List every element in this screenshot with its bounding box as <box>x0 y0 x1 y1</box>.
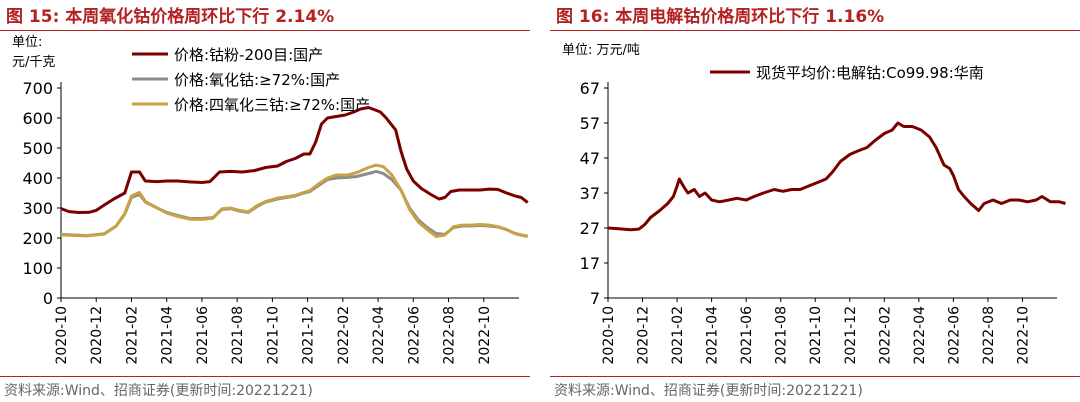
legend-label: 价格:氧化钴:≥72%:国产 <box>174 71 340 89</box>
y-tick-label: 7 <box>590 289 600 308</box>
figure-16-source: 资料来源:Wind、招商证券(更新时间:20221221) <box>554 383 863 399</box>
unit-label: 单位: <box>12 35 42 50</box>
x-tick-label: 2021-02 <box>124 306 140 365</box>
x-tick-label: 2022-10 <box>1015 306 1031 365</box>
series-line-1 <box>60 106 529 214</box>
y-tick-label: 37 <box>580 184 600 203</box>
x-tick-label: 2022-04 <box>371 306 387 365</box>
x-tick-label: 2020-10 <box>601 306 617 365</box>
legend-label: 现货平均价:电解钴:Co99.98:华南 <box>756 64 984 82</box>
y-tick-label: 200 <box>22 229 53 248</box>
y-tick-label: 500 <box>22 139 53 158</box>
x-tick-label: 2020-12 <box>89 306 105 365</box>
unit-label: 元/千克 <box>12 55 55 70</box>
x-tick-label: 2021-06 <box>195 306 211 365</box>
x-tick-label: 2021-04 <box>705 306 721 365</box>
y-tick-label: 57 <box>580 114 600 133</box>
x-tick-label: 2022-04 <box>912 306 928 365</box>
title-rule <box>0 30 530 31</box>
figure-16-panel: 图 16: 本周电解钴价格周环比下行 1.16% 单位: 万元/吨 7 17 27 37… <box>550 0 1080 402</box>
x-tick-label: 2020-12 <box>636 306 652 365</box>
y-tick-label: 600 <box>22 109 53 128</box>
y-tick-label: 67 <box>580 79 600 98</box>
x-tick-label: 2021-08 <box>774 306 790 365</box>
legend-label: 价格:钴粉-200目:国产 <box>174 46 323 64</box>
x-tick-label: 2022-06 <box>946 306 962 365</box>
y-tick-label: 100 <box>22 259 53 278</box>
x-tick-label: 2021-10 <box>265 306 281 365</box>
figure-15-panel: 图 15: 本周氧化钴价格周环比下行 2.14% 单位: 元/千克 0 100 200 3… <box>0 0 530 402</box>
x-tick-label: 2022-06 <box>406 306 422 365</box>
x-tick-label: 2021-12 <box>301 306 317 365</box>
title-rule <box>550 30 1080 31</box>
y-tick-label: 27 <box>580 219 600 238</box>
x-tick-label: 2022-10 <box>477 306 493 365</box>
source-rule <box>550 376 1080 377</box>
y-tick-label: 700 <box>22 79 53 98</box>
x-tick-label: 2021-06 <box>739 306 755 365</box>
x-tick-label: 2021-12 <box>843 306 859 365</box>
x-tick-label: 2022-02 <box>877 306 893 365</box>
figure-15-title: 图 15: 本周氧化钴价格周环比下行 2.14% <box>6 7 335 27</box>
x-tick-label: 2022-08 <box>442 306 458 365</box>
y-tick-label: 400 <box>22 169 53 188</box>
unit-label: 单位: 万元/吨 <box>562 43 640 58</box>
x-tick-label: 2020-10 <box>54 306 70 365</box>
figure-15-source: 资料来源:Wind、招商证券(更新时间:20221221) <box>4 383 313 399</box>
figure-16-title: 图 16: 本周电解钴价格周环比下行 1.16% <box>556 7 885 27</box>
source-rule <box>0 376 530 377</box>
y-tick-label: 17 <box>580 254 600 273</box>
series-line-3 <box>60 163 528 238</box>
electrolytic-cobalt-price-chart: 单位: 万元/吨 7 17 27 37 47 57 67 2020-10 2020-12 2021-… <box>562 43 1066 365</box>
x-tick-label: 2022-02 <box>336 306 352 365</box>
y-tick-label: 300 <box>22 199 53 218</box>
legend-label: 价格:四氧化三钴:≥72%:国产 <box>174 96 370 114</box>
cobalt-oxide-price-chart: 单位: 元/千克 0 100 200 300 400 500 600 700 2020-10 2020… <box>12 35 529 365</box>
y-tick-label: 47 <box>580 149 600 168</box>
x-tick-label: 2021-04 <box>160 306 176 365</box>
x-tick-label: 2021-10 <box>808 306 824 365</box>
y-tick-label: 0 <box>43 289 53 308</box>
x-tick-label: 2021-08 <box>230 306 246 365</box>
x-tick-label: 2022-08 <box>981 306 997 365</box>
series-line-1 <box>607 121 1066 232</box>
x-tick-label: 2021-02 <box>670 306 686 365</box>
